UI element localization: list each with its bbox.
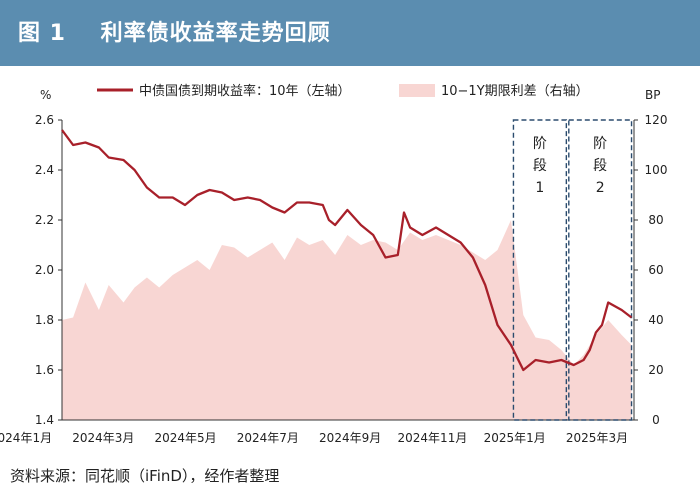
x-tick-label: 2025年1月 xyxy=(484,431,546,445)
y-right-tick-label: 80 xyxy=(648,213,663,227)
x-tick-label: 2024年1月 xyxy=(0,431,52,445)
y-left-tick-label: 2.2 xyxy=(35,213,54,227)
figure-title: 图 1 利率债收益率走势回顾 xyxy=(18,21,331,46)
legend-area-label: 10−1Y期限利差（右轴） xyxy=(441,84,589,99)
x-tick-label: 2024年5月 xyxy=(154,431,216,445)
phase-label-2: 2 xyxy=(596,180,605,196)
y-right-tick-label: 40 xyxy=(648,313,663,327)
y-left-tick-label: 1.6 xyxy=(35,363,54,377)
x-tick-label: 2024年3月 xyxy=(72,431,134,445)
phase-label-2: 阶 xyxy=(593,136,607,152)
y-right-tick-label: 0 xyxy=(652,413,660,427)
figure-header: 图 1 利率债收益率走势回顾 xyxy=(0,0,700,66)
legend-line-label: 中债国债到期收益率：10年（左轴） xyxy=(139,83,351,99)
y-right-tick-label: 120 xyxy=(645,113,668,127)
figure-source: 资料来源：同花顺（iFinD），经作者整理 xyxy=(10,467,280,485)
y-right-tick-label: 20 xyxy=(648,363,663,377)
x-tick-label: 2025年3月 xyxy=(566,431,628,445)
phase-label-1: 段 xyxy=(533,158,547,174)
y-right-tick-label: 100 xyxy=(645,163,668,177)
y-left-tick-label: 1.8 xyxy=(35,313,54,327)
y-right-tick-label: 60 xyxy=(648,263,663,277)
y-right-unit-label: BP xyxy=(645,88,660,102)
chart: 1.4 1.6 1.8 2.0 2.2 2.4 2.6 0 20 40 60 80 100 120% BP 2… xyxy=(0,83,668,445)
y-left-tick-label: 1.4 xyxy=(35,413,54,427)
legend-area-swatch xyxy=(399,84,435,97)
phase-label-1: 1 xyxy=(535,180,544,196)
phase-label-2: 段 xyxy=(593,158,607,174)
term-spread-area xyxy=(62,220,632,420)
x-tick-label: 2024年11月 xyxy=(398,431,468,445)
y-left-tick-label: 2.4 xyxy=(35,163,54,177)
y-left-tick-label: 2.0 xyxy=(35,263,54,277)
x-tick-label: 2024年9月 xyxy=(319,431,381,445)
phase-label-1: 阶 xyxy=(533,136,547,152)
x-tick-label: 2024年7月 xyxy=(237,431,299,445)
y-left-unit-label: % xyxy=(40,88,51,102)
phase-box-1 xyxy=(512,119,568,421)
y-left-tick-label: 2.6 xyxy=(35,113,54,127)
yield-10y-line xyxy=(61,129,633,372)
phase-box-2 xyxy=(568,119,633,421)
